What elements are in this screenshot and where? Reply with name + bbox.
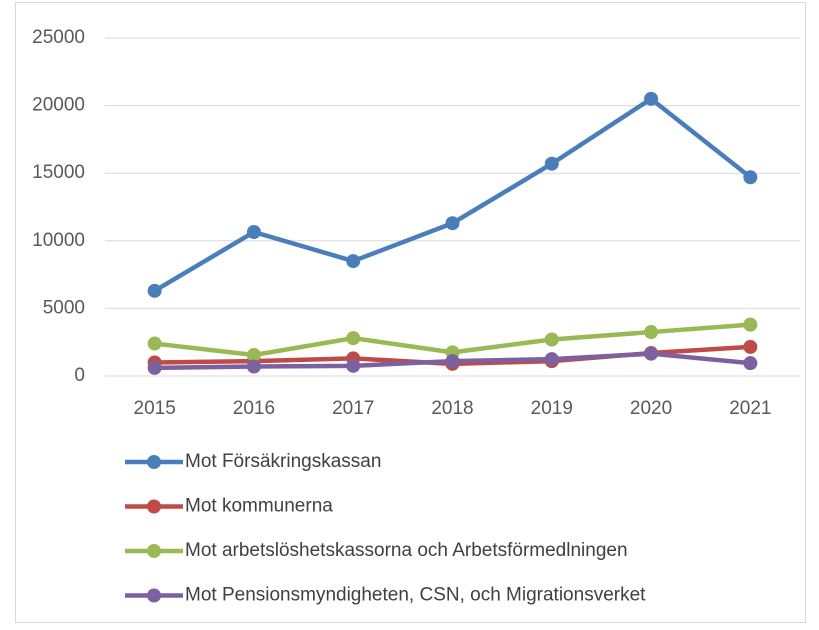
data-point: [445, 216, 460, 231]
legend-label: Mot Pensionsmyndigheten, CSN, och Migrat…: [185, 585, 646, 606]
legend-marker: [147, 455, 161, 469]
data-point: [743, 317, 758, 332]
y-tick-label: 25000: [32, 27, 85, 48]
data-point: [544, 332, 559, 347]
data-point: [644, 91, 659, 106]
data-point: [147, 336, 162, 351]
legend-label: Mot arbetslöshetskassorna och Arbetsförm…: [185, 540, 628, 561]
data-point: [743, 170, 758, 185]
data-point: [246, 359, 261, 374]
legend-marker: [147, 499, 161, 514]
data-point: [544, 156, 559, 171]
legend-label: Mot kommunerna: [185, 496, 333, 517]
y-tick-label: 10000: [32, 230, 85, 251]
data-point: [445, 354, 460, 369]
data-point: [743, 356, 758, 371]
x-tick-label: 2021: [729, 398, 771, 419]
y-tick-label: 20000: [32, 95, 85, 116]
data-point: [246, 225, 261, 240]
data-point: [644, 325, 659, 340]
data-point: [743, 339, 758, 354]
data-point: [346, 254, 361, 269]
data-point: [246, 348, 261, 363]
y-tick-label: 0: [74, 365, 85, 386]
x-tick-label: 2016: [233, 398, 275, 419]
x-tick-label: 2019: [531, 398, 573, 419]
legend-marker: [147, 588, 161, 603]
x-tick-label: 2018: [431, 398, 473, 419]
chart-frame: [15, 2, 806, 623]
data-point: [644, 346, 659, 361]
legend: Mot Försäkringskassan Mot kommunerna Mot a…: [125, 451, 646, 606]
data-point: [147, 283, 162, 298]
data-point: [147, 360, 162, 375]
data-point: [346, 358, 361, 373]
x-tick-label: 2015: [134, 398, 176, 419]
legend-marker: [147, 544, 161, 558]
data-point: [346, 331, 361, 346]
x-tick-label: 2017: [332, 398, 374, 419]
y-tick-label: 5000: [43, 297, 85, 318]
x-tick-label: 2020: [630, 398, 672, 419]
data-point: [544, 352, 559, 367]
legend-label: Mot Försäkringskassan: [185, 451, 381, 472]
y-tick-label: 15000: [32, 162, 85, 183]
